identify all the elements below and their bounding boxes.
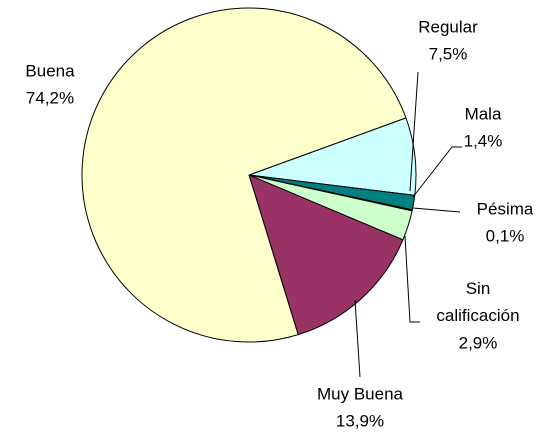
value-label: 2,9% (459, 333, 498, 352)
slice (248, 174, 404, 336)
category-label: Pésima (477, 199, 534, 218)
value-label: 0,1% (486, 226, 525, 245)
category-label: Sin calificación (436, 279, 519, 325)
labels: Regular 7,5% Mala 1,4% Pésima 0,1% Sin califica… (25, 17, 533, 430)
leader-line (404, 235, 420, 323)
leader-line (409, 71, 419, 192)
category-label: Regular (418, 17, 478, 36)
category-label-line: Sin (466, 279, 491, 298)
category-label: Muy Buena (317, 384, 404, 403)
leader-line (412, 146, 462, 198)
value-label: 7,5% (429, 44, 468, 63)
category-label: Buena (25, 61, 75, 80)
category-label-line: calificación (436, 306, 519, 325)
pie (81, 7, 417, 343)
slice (81, 7, 407, 343)
leader-line (354, 299, 361, 378)
value-label: 1,4% (464, 131, 503, 150)
value-label: 74,2% (26, 88, 74, 107)
leader-line (412, 207, 461, 213)
value-label: 13,9% (336, 411, 384, 430)
category-label: Mala (465, 104, 502, 123)
